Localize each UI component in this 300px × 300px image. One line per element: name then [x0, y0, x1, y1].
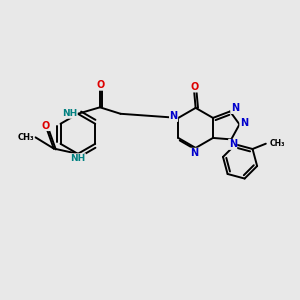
Text: N: N	[190, 148, 198, 158]
Text: O: O	[42, 121, 50, 130]
Text: NH: NH	[62, 109, 77, 118]
Text: CH₃: CH₃	[269, 139, 285, 148]
Text: O: O	[97, 80, 105, 90]
Text: N: N	[169, 111, 178, 122]
Text: CH₃: CH₃	[17, 133, 34, 142]
Text: N: N	[240, 118, 248, 128]
Text: N: N	[229, 140, 237, 149]
Text: N: N	[231, 103, 239, 113]
Text: O: O	[190, 82, 199, 92]
Text: NH: NH	[70, 154, 85, 163]
